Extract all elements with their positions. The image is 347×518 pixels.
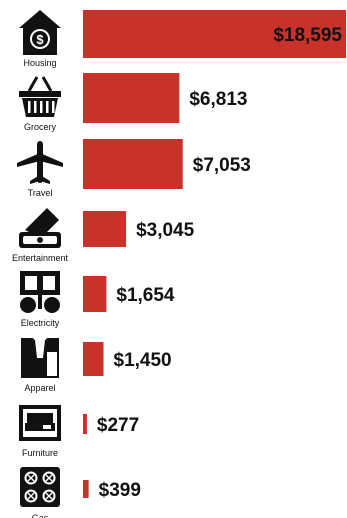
chart-row: Entertainment $3,045 [12, 208, 195, 263]
chart-row: Gas $399 [20, 467, 141, 518]
value-label: $277 [97, 415, 139, 436]
bar [83, 73, 180, 123]
chart-row: Furniture $277 [19, 405, 139, 458]
chart-row: Apparel $1,450 [21, 338, 172, 393]
chart-row: Travel $7,053 [17, 139, 251, 198]
svg-text:$: $ [36, 32, 44, 47]
value-label: $1,654 [116, 285, 175, 306]
airplane-icon [17, 141, 63, 184]
bar [83, 342, 104, 376]
sofa-icon [19, 405, 61, 441]
category-label: Grocery [24, 122, 57, 132]
bar [83, 211, 127, 247]
bar [83, 10, 346, 58]
chart-rows: $ Housing $18,595 Grocery $6,813 Travel $7,053… [12, 10, 346, 518]
value-label: $1,450 [114, 350, 172, 371]
bar [83, 139, 183, 189]
category-label: Travel [28, 188, 53, 198]
house-dollar-icon: $ [19, 10, 61, 55]
category-label: Electricity [21, 318, 60, 328]
value-label: $399 [99, 480, 141, 501]
shopping-basket-icon [19, 76, 61, 117]
chart-row: $ Housing $18,595 [19, 10, 346, 68]
apparel-icon [21, 338, 59, 378]
value-label: $3,045 [136, 220, 195, 241]
electricity-icon [20, 271, 60, 313]
category-label: Entertainment [12, 253, 69, 263]
category-label: Gas [32, 513, 49, 518]
category-label: Furniture [22, 448, 58, 458]
stove-icon [20, 467, 60, 507]
value-label: $7,053 [193, 155, 251, 176]
category-label: Apparel [24, 383, 55, 393]
bar [83, 480, 89, 498]
value-label: $6,813 [189, 89, 247, 110]
bar [83, 276, 107, 312]
value-label: $18,595 [273, 25, 342, 46]
bar [83, 414, 87, 434]
category-label: Housing [23, 58, 56, 68]
cash-stack-icon [19, 208, 61, 248]
chart-row: Electricity $1,654 [20, 271, 175, 328]
chart-row: Grocery $6,813 [19, 73, 247, 132]
